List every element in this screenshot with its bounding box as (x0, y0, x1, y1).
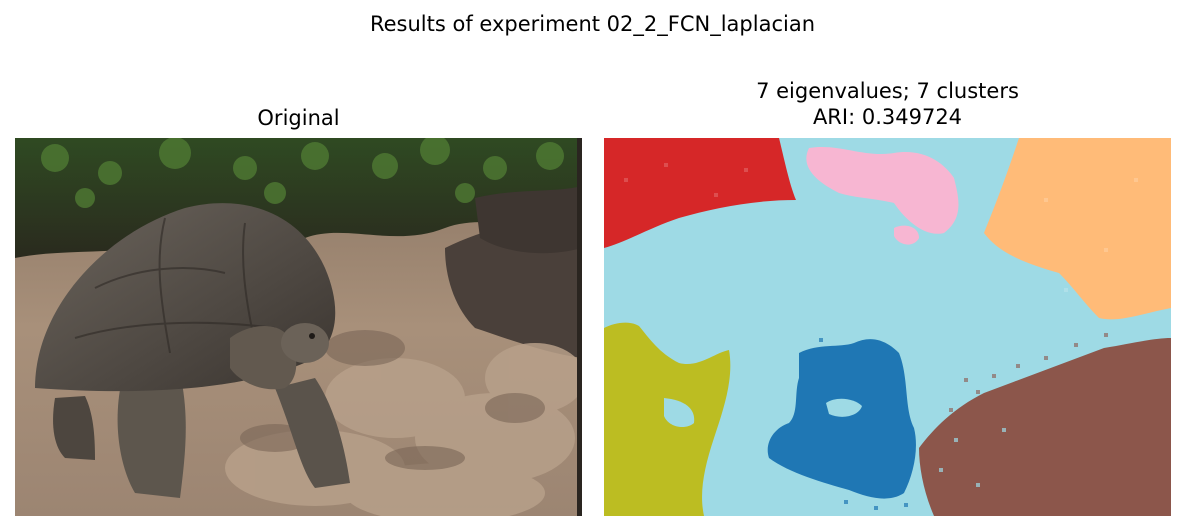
segmentation-panel-title: 7 eigenvalues; 7 clusters ARI: 0.349724 (604, 78, 1171, 130)
figure-title: Results of experiment 02_2_FCN_laplacian (0, 12, 1185, 36)
original-panel-title: Original (15, 105, 582, 131)
segmentation-title-line1: 7 eigenvalues; 7 clusters (604, 78, 1171, 104)
original-image (15, 138, 582, 516)
segmentation-map-image (604, 138, 1171, 516)
segmentation-title-line2: ARI: 0.349724 (604, 104, 1171, 130)
